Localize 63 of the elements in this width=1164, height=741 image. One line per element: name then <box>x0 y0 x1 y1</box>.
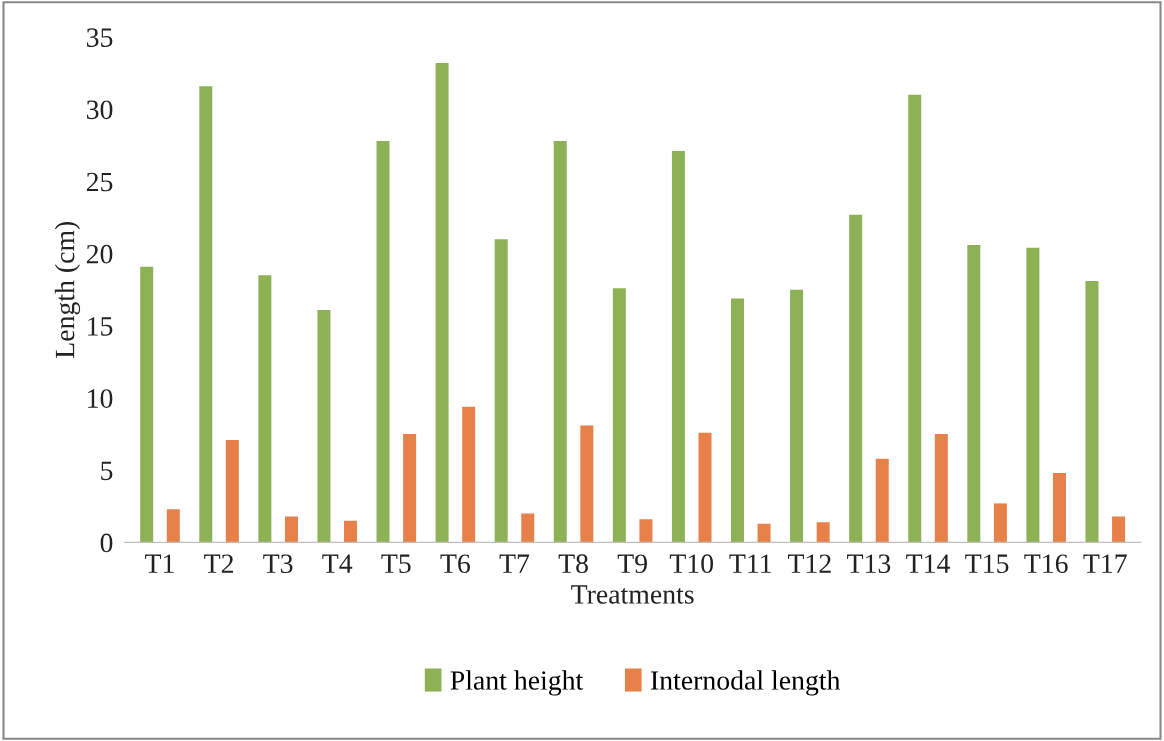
bar <box>166 509 180 543</box>
bar <box>258 275 272 543</box>
bar <box>967 244 981 543</box>
bar <box>875 458 889 543</box>
bar <box>698 432 712 543</box>
x-tick-label: T3 <box>263 554 293 574</box>
bar <box>816 522 830 543</box>
y-tick-label: 5 <box>101 461 113 481</box>
bar <box>403 434 417 543</box>
x-tick-label: T7 <box>499 554 530 573</box>
y-tick-label: 15 <box>88 317 113 336</box>
bar <box>1085 281 1099 543</box>
x-tick-label: T5 <box>381 554 411 574</box>
bar <box>140 266 154 543</box>
bar <box>731 298 744 543</box>
y-tick-label: 35 <box>86 28 113 47</box>
bar <box>612 288 626 543</box>
y-tick-label: 20 <box>86 244 113 264</box>
x-tick-label: T11 <box>729 554 771 573</box>
bar <box>849 214 863 543</box>
x-tick-label: T2 <box>204 554 233 573</box>
x-tick-label: T17 <box>1083 554 1127 573</box>
bar <box>993 503 1007 543</box>
x-tick-label: T9 <box>617 554 647 574</box>
bar <box>494 239 508 543</box>
bar <box>790 289 804 543</box>
x-tick-label: T10 <box>669 554 714 574</box>
y-axis-title: Length (cm) <box>54 221 81 358</box>
bar <box>757 523 771 543</box>
x-tick-label: T13 <box>847 554 891 574</box>
x-tick-label: T6 <box>440 554 470 574</box>
legend-label: Plant height <box>450 670 584 696</box>
x-tick-label: T1 <box>145 554 174 573</box>
bar <box>671 151 685 543</box>
bar <box>580 425 594 543</box>
bar <box>317 309 331 543</box>
x-tick-label: T8 <box>558 554 588 574</box>
x-axis-title: Treatments <box>571 585 694 604</box>
bar <box>435 63 449 543</box>
y-tick-label: 0 <box>100 533 113 553</box>
bar <box>462 406 476 543</box>
bar <box>284 516 298 543</box>
y-tick-label: 30 <box>86 100 113 120</box>
bar <box>225 439 239 543</box>
bar <box>521 513 535 543</box>
bar <box>376 141 390 543</box>
legend-label: Internodal length <box>650 670 841 696</box>
bar <box>908 94 922 543</box>
bar <box>934 434 948 543</box>
bar <box>1026 247 1040 543</box>
x-tick-label: T16 <box>1024 554 1068 574</box>
bar <box>1112 516 1126 543</box>
bar <box>1052 473 1066 543</box>
bar <box>639 519 653 543</box>
x-tick-label: T14 <box>906 554 950 573</box>
x-tick-label: T15 <box>965 554 1009 574</box>
y-tick-label: 10 <box>88 389 113 408</box>
y-tick-label: 25 <box>86 172 113 192</box>
x-tick-label: T4 <box>322 554 353 573</box>
bar <box>199 86 213 543</box>
bar <box>553 141 567 543</box>
bar <box>344 520 358 543</box>
x-tick-label: T12 <box>788 554 831 573</box>
